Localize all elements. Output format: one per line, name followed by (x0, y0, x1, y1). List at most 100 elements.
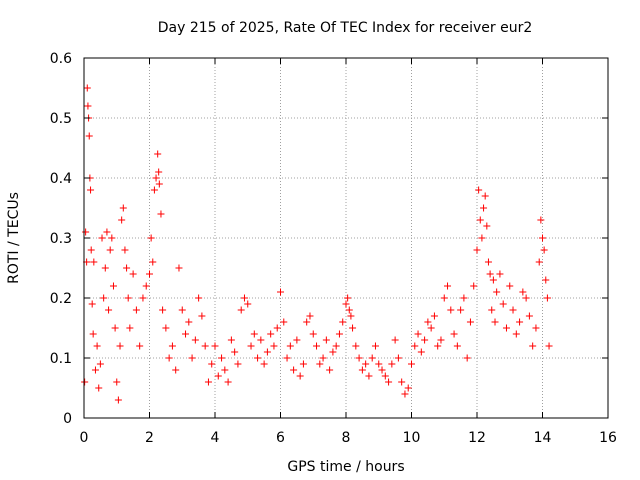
data-point (260, 360, 268, 368)
data-point (444, 282, 452, 290)
data-point (362, 360, 370, 368)
data-point (240, 294, 248, 302)
data-point (421, 336, 429, 344)
data-point (457, 306, 465, 314)
data-point (152, 174, 160, 182)
chart-title: Day 215 of 2025, Rate Of TEC Index for r… (158, 20, 533, 36)
data-point (463, 354, 471, 362)
data-point (437, 336, 445, 344)
data-point (154, 150, 162, 158)
data-point (296, 372, 304, 380)
data-point (411, 342, 419, 350)
data-point (319, 354, 327, 362)
data-point (543, 294, 551, 302)
grid-lines (84, 58, 608, 418)
data-point (211, 342, 219, 350)
data-point (165, 354, 173, 362)
data-point (489, 276, 497, 284)
data-point (309, 330, 317, 338)
data-point (414, 330, 422, 338)
data-point (204, 378, 212, 386)
data-point (178, 306, 186, 314)
data-point (322, 336, 330, 344)
data-point (483, 222, 491, 230)
data-point (368, 354, 376, 362)
x-tick-label: 12 (468, 430, 486, 446)
data-point (365, 372, 373, 380)
data-point (201, 342, 209, 350)
data-point (440, 294, 448, 302)
data-point (502, 324, 510, 332)
x-tick-label: 6 (276, 430, 285, 446)
data-point (545, 342, 553, 350)
y-tick-label: 0 (63, 411, 72, 427)
data-point (306, 312, 314, 320)
data-point (139, 294, 147, 302)
data-point (87, 186, 95, 194)
y-axis-ticks: 0 0.1 0.2 0.3 0.4 0.5 0.6 (50, 51, 608, 427)
data-point (391, 336, 399, 344)
data-point (214, 372, 222, 380)
data-point (417, 348, 425, 356)
data-point (484, 258, 492, 266)
data-point (316, 360, 324, 368)
data-point (168, 342, 176, 350)
data-point (98, 234, 106, 242)
data-point (375, 360, 383, 368)
data-point (335, 330, 343, 338)
x-axis-label: GPS time / hours (287, 459, 404, 475)
data-point (345, 306, 353, 314)
data-point (434, 342, 442, 350)
data-point (378, 366, 386, 374)
data-point (87, 246, 95, 254)
data-point (339, 318, 347, 326)
data-point (329, 348, 337, 356)
data-point (535, 258, 543, 266)
data-point (162, 324, 170, 332)
data-point (473, 246, 481, 254)
y-tick-label: 0.1 (50, 351, 72, 367)
data-point (509, 306, 517, 314)
data-point (157, 210, 165, 218)
x-tick-label: 0 (80, 430, 89, 446)
data-point (280, 318, 288, 326)
data-point (111, 324, 119, 332)
data-point (82, 228, 90, 236)
data-point (371, 342, 379, 350)
data-point (263, 348, 271, 356)
data-point (326, 366, 334, 374)
data-point (475, 186, 483, 194)
data-point (221, 366, 229, 374)
data-point (394, 354, 402, 362)
data-point (450, 330, 458, 338)
data-point (352, 342, 360, 350)
data-point (529, 342, 537, 350)
data-point (313, 342, 321, 350)
data-point (188, 354, 196, 362)
data-point (116, 342, 124, 350)
data-point (103, 228, 111, 236)
data-point (476, 216, 484, 224)
data-point (95, 384, 103, 392)
data-point (522, 294, 530, 302)
data-point (191, 336, 199, 344)
data-point (478, 234, 486, 242)
data-point (108, 234, 116, 242)
data-point (424, 318, 432, 326)
data-point (519, 288, 527, 296)
x-tick-label: 4 (211, 430, 220, 446)
data-point (89, 330, 97, 338)
data-point (512, 330, 520, 338)
x-tick-label: 2 (145, 430, 154, 446)
data-point (126, 324, 134, 332)
data-point (270, 342, 278, 350)
data-point (109, 282, 117, 290)
data-points (81, 84, 553, 404)
data-point (540, 246, 548, 254)
x-tick-label: 16 (599, 430, 617, 446)
y-tick-label: 0.4 (50, 171, 72, 187)
data-point (119, 204, 127, 212)
data-point (198, 312, 206, 320)
data-point (224, 378, 232, 386)
